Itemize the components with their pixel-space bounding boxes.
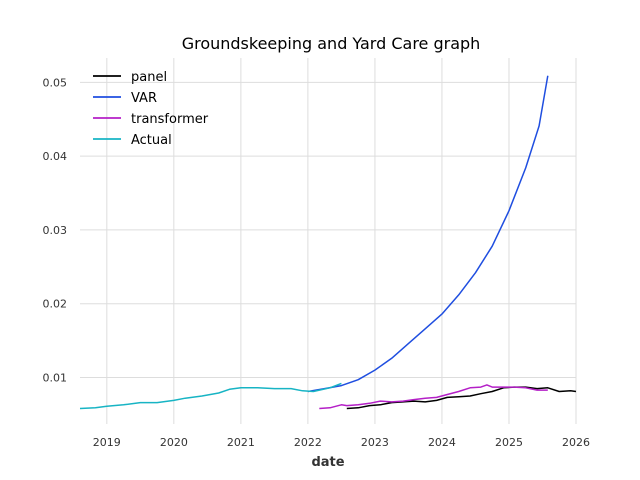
series-line-var: [307, 75, 549, 393]
y-tick-label: 0.03: [43, 224, 68, 237]
x-tick-label: 2023: [361, 436, 389, 449]
x-tick-label: 2025: [495, 436, 523, 449]
x-axis-label: date: [311, 455, 344, 470]
legend-label-transformer: transformer: [131, 112, 209, 127]
x-tick-label: 2026: [562, 436, 590, 449]
legend-label-var: VAR: [131, 91, 157, 106]
y-tick-label: 0.02: [43, 298, 68, 311]
x-tick-label: 2020: [160, 436, 188, 449]
series-line-panel: [346, 386, 577, 410]
series-line-actual: [79, 382, 342, 410]
legend-label-panel: panel: [131, 70, 167, 85]
y-tick-label: 0.05: [43, 76, 68, 89]
x-tick-label: 2024: [428, 436, 456, 449]
y-axis-ticks: 0.01 0.02 0.03 0.04 0.05: [43, 76, 68, 384]
series-line-transformer: [319, 384, 548, 410]
x-tick-label: 2021: [227, 436, 255, 449]
legend-label-actual: Actual: [131, 133, 172, 148]
legend: panel VAR transformer Actual: [93, 70, 209, 148]
x-tick-label: 2019: [93, 436, 121, 449]
x-axis-ticks: 2019 2020 2021 2022 2023 2024 2025 2026: [93, 436, 590, 449]
series-lines: [79, 75, 577, 410]
grid-lines: [80, 58, 577, 424]
y-tick-label: 0.01: [43, 372, 68, 385]
y-tick-label: 0.04: [43, 150, 68, 163]
x-tick-label: 2022: [294, 436, 322, 449]
chart-title: Groundskeeping and Yard Care graph: [182, 34, 481, 53]
